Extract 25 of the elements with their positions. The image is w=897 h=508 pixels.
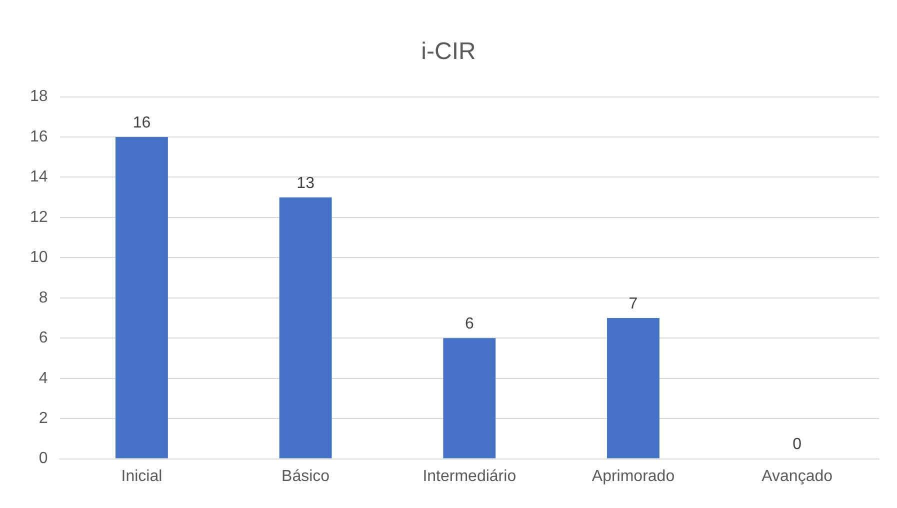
data-label: 7 [628, 295, 638, 312]
bar [607, 318, 660, 458]
chart-title: i-CIR [421, 38, 476, 66]
bar [443, 338, 496, 458]
y-tick-label: 2 [38, 410, 48, 427]
y-tick-label: 18 [30, 88, 48, 106]
data-label: 16 [132, 114, 151, 132]
data-label: 6 [464, 316, 474, 333]
bar [116, 137, 168, 458]
x-tick-label: Aprimorado [592, 468, 675, 485]
data-label: 0 [792, 436, 802, 454]
y-tick-label: 0 [38, 450, 48, 468]
bar [279, 197, 332, 458]
x-tick-label: Inicial [121, 468, 162, 485]
data-label: 13 [296, 174, 315, 192]
y-tick-label: 12 [30, 208, 48, 226]
y-tick-label: 10 [30, 249, 48, 266]
y-tick-label: 8 [38, 289, 48, 306]
y-tick-label: 6 [38, 330, 48, 347]
y-tick-label: 16 [30, 128, 48, 146]
y-tick-label: 4 [38, 370, 48, 387]
x-tick-label: Avançado [762, 468, 833, 485]
y-tick-label: 14 [30, 168, 48, 186]
x-tick-label: Básico [282, 468, 330, 485]
x-tick-label: Intermediário [422, 468, 516, 485]
